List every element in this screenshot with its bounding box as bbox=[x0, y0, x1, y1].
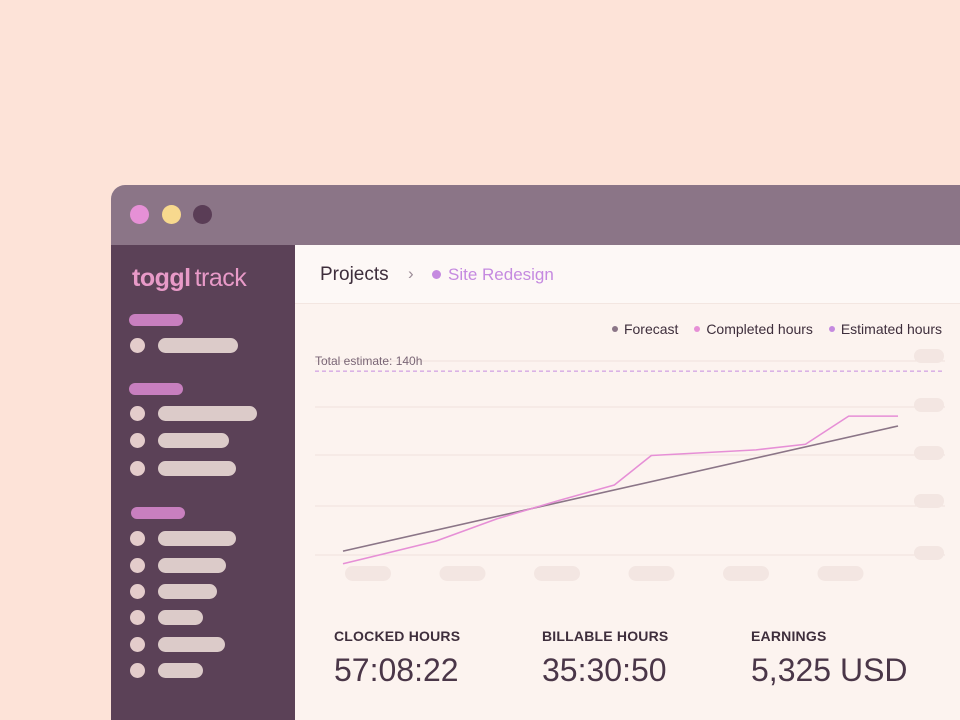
sidebar-item-icon bbox=[130, 663, 145, 678]
x-tick-label-placeholder bbox=[534, 566, 580, 581]
chart-legend: Forecast Completed hours Estimated hours bbox=[295, 321, 942, 341]
app-window: toggl track Projects › Sit bbox=[111, 185, 960, 720]
x-tick-label-placeholder bbox=[628, 566, 675, 581]
sidebar-section-heading bbox=[131, 507, 185, 519]
logo-wordmark-light: track bbox=[194, 264, 247, 292]
y-tick-label-placeholder bbox=[914, 398, 944, 412]
sidebar-item[interactable] bbox=[158, 531, 236, 546]
legend-dot-icon bbox=[828, 326, 835, 333]
x-tick-label-placeholder bbox=[439, 566, 486, 581]
breadcrumb-projects-link[interactable]: Projects bbox=[320, 264, 389, 285]
legend-dot-icon bbox=[611, 326, 618, 333]
sidebar-section-heading bbox=[129, 314, 183, 326]
legend-item-completed[interactable]: Completed hours bbox=[694, 321, 813, 337]
sidebar-item[interactable] bbox=[158, 558, 226, 573]
series-line-forecast bbox=[342, 425, 899, 552]
legend-label: Forecast bbox=[623, 321, 679, 337]
y-tick-label-placeholder bbox=[914, 546, 944, 560]
sidebar-item[interactable] bbox=[158, 610, 203, 625]
stat-label: EARNINGS bbox=[751, 628, 827, 644]
stat-value: 5,325 USD bbox=[751, 652, 908, 688]
x-tick-label-placeholder bbox=[817, 566, 864, 581]
project-color-dot bbox=[432, 270, 441, 279]
breadcrumb-current-project[interactable]: Site Redesign bbox=[448, 265, 554, 284]
estimate-annotation: Total estimate: 140h bbox=[315, 354, 422, 368]
sidebar-item[interactable] bbox=[158, 584, 217, 599]
toggl-track-logo[interactable]: toggl track bbox=[132, 263, 247, 293]
sidebar-item-icon bbox=[130, 433, 145, 448]
legend-item-estimated[interactable]: Estimated hours bbox=[828, 321, 942, 337]
sidebar-item-icon bbox=[130, 338, 145, 353]
sidebar-item[interactable] bbox=[158, 663, 203, 678]
main-content: Projects › Site Redesign Forecast Comple… bbox=[295, 245, 960, 720]
sidebar: toggl track bbox=[111, 245, 295, 720]
stat-label: CLOCKED HOURS bbox=[334, 628, 461, 644]
stat-earnings: EARNINGS 5,325 USD bbox=[751, 628, 908, 689]
minimize-window-button[interactable] bbox=[162, 205, 181, 224]
stat-value: 35:30:50 bbox=[542, 652, 667, 688]
legend-label: Estimated hours bbox=[840, 321, 942, 337]
y-tick-label-placeholder bbox=[914, 349, 944, 363]
x-tick-label-placeholder bbox=[723, 566, 769, 581]
sidebar-item[interactable] bbox=[158, 406, 257, 421]
legend-dot-icon bbox=[694, 326, 701, 333]
stat-clocked-hours: CLOCKED HOURS 57:08:22 bbox=[334, 628, 460, 689]
sidebar-item[interactable] bbox=[158, 338, 238, 353]
y-tick-label-placeholder bbox=[914, 446, 944, 460]
y-tick-label-placeholder bbox=[914, 494, 944, 508]
stat-value: 57:08:22 bbox=[334, 652, 459, 688]
sidebar-item-icon bbox=[130, 610, 145, 625]
series-line-completed-hours bbox=[342, 415, 898, 565]
sidebar-item-icon bbox=[130, 406, 145, 421]
sidebar-item-icon bbox=[130, 558, 145, 573]
x-tick-label-placeholder bbox=[345, 566, 391, 581]
sidebar-item-icon bbox=[130, 531, 145, 546]
legend-label: Completed hours bbox=[706, 321, 813, 337]
sidebar-section-heading bbox=[129, 383, 183, 395]
stat-billable-hours: BILLABLE HOURS 35:30:50 bbox=[542, 628, 668, 689]
sidebar-item[interactable] bbox=[158, 461, 236, 476]
sidebar-item-icon bbox=[130, 461, 145, 476]
sidebar-item-icon bbox=[130, 637, 145, 652]
chevron-right-icon: › bbox=[408, 264, 414, 283]
legend-item-forecast[interactable]: Forecast bbox=[611, 321, 679, 337]
breadcrumb: Projects › Site Redesign bbox=[295, 245, 960, 304]
close-window-button[interactable] bbox=[130, 205, 149, 224]
sidebar-item[interactable] bbox=[158, 433, 229, 448]
stat-label: BILLABLE HOURS bbox=[542, 628, 669, 644]
title-bar bbox=[111, 185, 960, 245]
sidebar-item-icon bbox=[130, 584, 145, 599]
sidebar-item[interactable] bbox=[158, 637, 225, 652]
logo-wordmark-bold: toggl bbox=[132, 264, 191, 292]
hours-line-chart: Total estimate: 140h bbox=[315, 349, 945, 581]
maximize-window-button[interactable] bbox=[193, 205, 212, 224]
